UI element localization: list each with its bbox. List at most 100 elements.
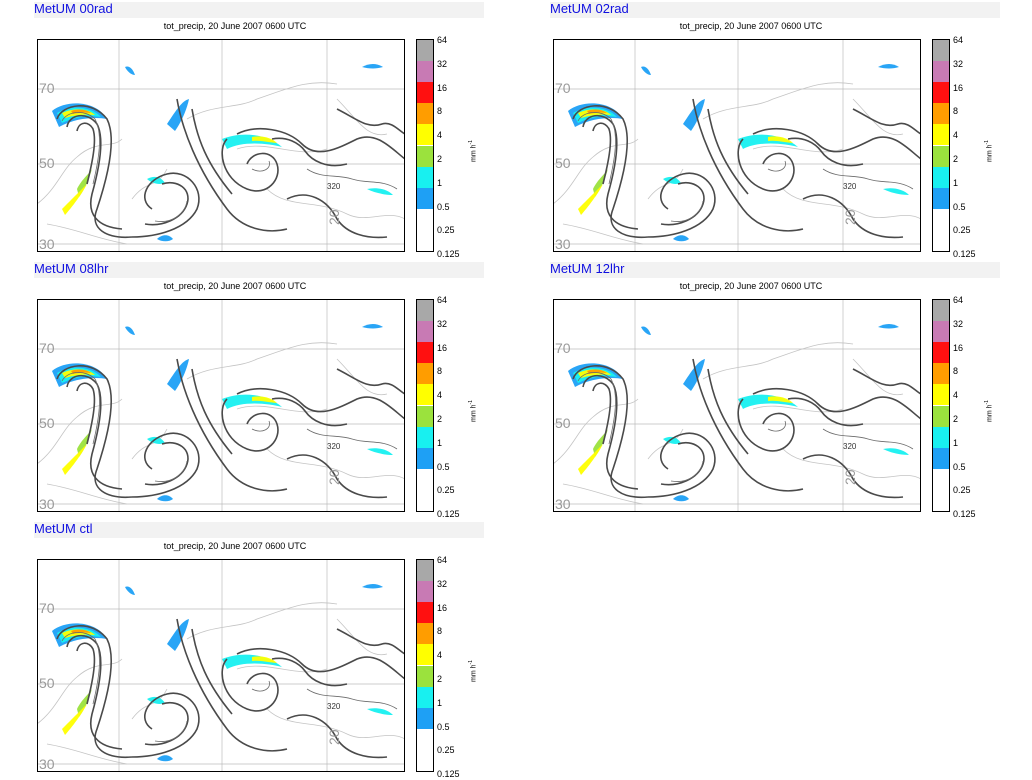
precip-area	[578, 444, 603, 475]
colorbar: 64 32 16 8 4 2 1 0.5 0.25 0.125 mm h-1	[416, 295, 477, 519]
map-label: 70	[39, 340, 55, 356]
contour-line	[236, 128, 405, 160]
precip-area	[157, 495, 173, 502]
map-label: 20	[326, 209, 342, 225]
colorbar-units: mm h-1	[468, 400, 478, 422]
map-label: 30	[555, 496, 571, 512]
precip-area	[167, 619, 189, 651]
colorbar-tick-label: 4	[953, 130, 959, 141]
precip-area	[252, 656, 277, 663]
precipitation-map: 70 50 30 20 320	[37, 39, 405, 252]
map-label: 70	[555, 80, 571, 96]
contour-line	[61, 372, 100, 445]
panel-header	[34, 2, 484, 18]
lat-lon-grid	[37, 559, 405, 772]
panel-metum-00rad: MetUM 00rad tot_precip, 20 June 2007 060…	[34, 1, 494, 259]
map-label: 70	[555, 340, 571, 356]
precip-area	[683, 99, 705, 131]
contour-line	[271, 657, 348, 687]
map-label: 320	[843, 442, 857, 451]
colorbar-tick-label: 1	[437, 177, 443, 188]
colorbar: 64 32 16 8 4 2 1 0.5 0.25 0.125 mm h-1	[416, 35, 477, 259]
contour-line	[76, 642, 96, 705]
contour-line	[767, 160, 786, 172]
contour-line	[271, 137, 348, 167]
colorbar-tick-label: 8	[437, 626, 443, 637]
contour-line	[582, 374, 639, 490]
precipitation-map: 70 50 30 20 320	[553, 299, 921, 512]
panel-header	[34, 262, 484, 278]
contour-line	[306, 688, 398, 710]
colorbar-tick-label: 0.25	[953, 225, 971, 236]
contour-line	[852, 108, 921, 135]
contour-line	[752, 388, 921, 420]
contour-line	[660, 442, 705, 486]
contour-line	[76, 382, 96, 445]
colorbar-tick-label: 0.25	[437, 485, 455, 496]
colorbar-tick-label: 0.125	[437, 249, 460, 260]
colorbar-tick-label: 16	[953, 82, 964, 93]
contour-line	[852, 368, 921, 395]
precipitation-map: 70 50 30 20 320	[553, 39, 921, 252]
map-frame	[37, 559, 405, 772]
contour-line	[191, 108, 233, 195]
colorbar-frame	[416, 559, 434, 772]
contour-line	[76, 122, 96, 185]
coastline	[553, 342, 921, 505]
contour-line	[236, 388, 405, 420]
precip-area	[878, 64, 899, 69]
contour-line	[582, 114, 639, 230]
colorbar-tick-label: 1	[437, 437, 443, 448]
contour-line	[251, 420, 270, 432]
colorbar-tick-label: 1	[953, 437, 959, 448]
contour-line	[660, 182, 705, 226]
precip-area	[883, 188, 909, 195]
map-label: 20	[326, 729, 342, 745]
contour-line	[692, 98, 804, 232]
lat-lon-grid	[37, 299, 405, 512]
precip-area	[167, 99, 189, 131]
colorbar-tick-label: 4	[953, 390, 959, 401]
contour-line	[61, 112, 100, 185]
colorbar-tick-label: 1	[437, 697, 443, 708]
precip-area	[252, 396, 277, 403]
panel-header	[34, 522, 484, 538]
contour-line	[572, 365, 649, 499]
contour-line	[592, 382, 612, 445]
colorbar-tick-label: 8	[953, 106, 959, 117]
contour-line	[670, 200, 704, 222]
precip-area	[157, 755, 173, 762]
contour-line	[802, 454, 904, 499]
colorbar-tick-label: 0.25	[953, 485, 971, 496]
contour-line	[271, 397, 348, 427]
map-label: 50	[39, 415, 55, 431]
contour-line	[221, 398, 279, 452]
precipitation-map: 70 50 30 20 320	[37, 299, 405, 512]
panel-header	[550, 2, 1000, 18]
contour-line	[737, 138, 795, 192]
colorbar-tick-label: 2	[953, 154, 959, 164]
precip-area	[367, 708, 393, 715]
precip-area	[738, 134, 798, 149]
colorbar-tick-label: 0.5	[953, 201, 966, 212]
colorbar-tick-label: 0.5	[437, 721, 450, 732]
colorbar-tick-label: 8	[437, 366, 443, 377]
contour-line	[251, 680, 270, 692]
precip-area	[157, 235, 173, 242]
colorbar-units: mm h-1	[468, 660, 478, 682]
map-background	[37, 299, 405, 512]
precip-area	[62, 704, 87, 735]
panel-metum-ctl: MetUM ctl tot_precip, 20 June 2007 0600 …	[34, 521, 494, 779]
precip-area	[222, 134, 282, 149]
contour-line	[787, 397, 864, 427]
colorbar-tick-label: 8	[953, 366, 959, 377]
colorbar: 64 32 16 8 4 2 1 0.5 0.25 0.125 mm h-1	[932, 35, 993, 259]
colorbar-tick-label: 0.125	[953, 509, 976, 520]
panel-title: MetUM 00rad	[34, 1, 113, 16]
contour-line	[251, 160, 270, 172]
map-background	[37, 39, 405, 252]
panel-metum-12lhr: MetUM 12lhr tot_precip, 20 June 2007 060…	[550, 261, 1010, 520]
precip-area	[125, 586, 135, 595]
colorbar-units: mm h-1	[984, 400, 994, 422]
colorbar-tick-label: 32	[437, 578, 448, 589]
